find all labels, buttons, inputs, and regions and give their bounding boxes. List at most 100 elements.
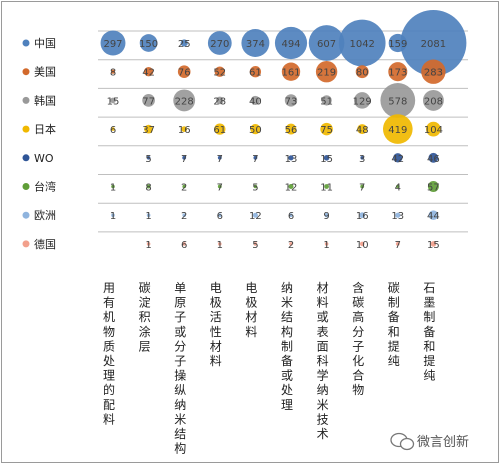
data-label: 3	[359, 154, 365, 165]
data-label: 104	[424, 125, 443, 136]
bubble	[110, 97, 116, 104]
data-label: 228	[175, 96, 194, 107]
svg-text:用: 用	[103, 281, 115, 295]
data-label: 1	[145, 240, 151, 251]
data-label: 42	[391, 154, 404, 165]
bubble	[428, 152, 439, 163]
svg-text:电: 电	[210, 281, 222, 295]
data-label: 9	[323, 211, 329, 222]
svg-text:子: 子	[174, 310, 186, 324]
data-label: 16	[356, 211, 369, 222]
svg-text:术: 术	[317, 427, 329, 441]
data-label: 7	[181, 154, 187, 165]
bubble	[321, 95, 332, 106]
bubble	[146, 213, 151, 217]
data-label: 15	[320, 154, 333, 165]
bubble	[359, 212, 366, 219]
bubble	[323, 154, 330, 161]
data-label: 40	[249, 96, 262, 107]
bubble	[143, 67, 154, 77]
data-label: 2	[181, 211, 187, 222]
data-label: 7	[217, 183, 223, 194]
watermark-text: 微言创新	[417, 434, 469, 450]
legend-label: 德国	[34, 237, 56, 251]
data-label: 129	[353, 96, 372, 107]
bubble	[430, 241, 437, 247]
svg-text:处: 处	[103, 354, 115, 368]
bubble	[217, 155, 222, 160]
bubble	[284, 94, 298, 107]
svg-text:物: 物	[352, 383, 364, 397]
bubble	[382, 114, 413, 144]
wechat-icon	[390, 432, 415, 451]
bubble	[393, 153, 403, 163]
svg-text:米: 米	[174, 412, 186, 426]
svg-text:备: 备	[281, 354, 293, 368]
data-label: 52	[213, 68, 226, 79]
svg-text:纵: 纵	[174, 383, 186, 397]
data-label: 7	[359, 183, 365, 194]
bubble	[289, 213, 293, 217]
data-label: 607	[317, 39, 336, 50]
svg-text:和: 和	[423, 339, 435, 353]
bubble	[182, 213, 186, 217]
bubble	[324, 213, 329, 218]
bubble	[177, 65, 191, 79]
svg-text:纯: 纯	[423, 369, 435, 383]
bubble	[308, 25, 345, 61]
legend-marker	[22, 154, 30, 162]
bubble	[218, 213, 222, 217]
data-label: 419	[388, 125, 407, 136]
bubble	[315, 60, 338, 83]
data-label: 159	[388, 39, 407, 50]
data-label: 8	[110, 68, 116, 79]
svg-text:碳: 碳	[352, 296, 364, 310]
data-label: 7	[395, 240, 401, 251]
svg-text:提: 提	[388, 338, 400, 353]
data-label: 1042	[349, 39, 374, 50]
svg-text:构: 构	[174, 441, 186, 456]
svg-text:米: 米	[317, 398, 329, 412]
data-label: 270	[210, 39, 229, 50]
svg-text:料: 料	[317, 296, 329, 310]
data-label: 61	[213, 125, 226, 136]
data-label: 28	[213, 96, 226, 107]
data-label: 1	[323, 240, 329, 251]
svg-text:材: 材	[317, 281, 329, 295]
bubble	[395, 212, 401, 218]
bubble	[253, 155, 258, 160]
svg-text:料: 料	[210, 354, 222, 368]
svg-text:质: 质	[103, 339, 115, 353]
bubble	[426, 121, 441, 137]
svg-text:的: 的	[103, 382, 115, 397]
svg-text:子: 子	[174, 354, 186, 368]
svg-text:有: 有	[103, 296, 115, 310]
svg-text:和: 和	[388, 325, 400, 339]
legend-label: 美国	[34, 66, 56, 79]
bubble	[249, 66, 262, 78]
svg-text:含: 含	[352, 280, 364, 295]
svg-text:合: 合	[352, 368, 364, 383]
bubble	[215, 96, 224, 105]
svg-text:化: 化	[352, 354, 364, 368]
data-label: 15	[107, 96, 120, 107]
data-label: 76	[178, 68, 191, 79]
svg-text:备: 备	[388, 310, 400, 324]
svg-text:料: 料	[245, 325, 257, 339]
bubble	[241, 29, 270, 57]
category-labels: 用有机物质处理的配料碳淀积涂层单原子或分子操纵纳米结构电极活性材料电极材料纳米结…	[103, 280, 435, 456]
bubble	[182, 242, 186, 246]
svg-text:制: 制	[423, 310, 435, 324]
data-label: 11	[320, 183, 333, 194]
legend-label: 日本	[34, 122, 56, 136]
bubble	[180, 39, 188, 47]
bubble	[360, 184, 365, 189]
bubble	[111, 127, 115, 131]
svg-text:性: 性	[210, 325, 222, 339]
